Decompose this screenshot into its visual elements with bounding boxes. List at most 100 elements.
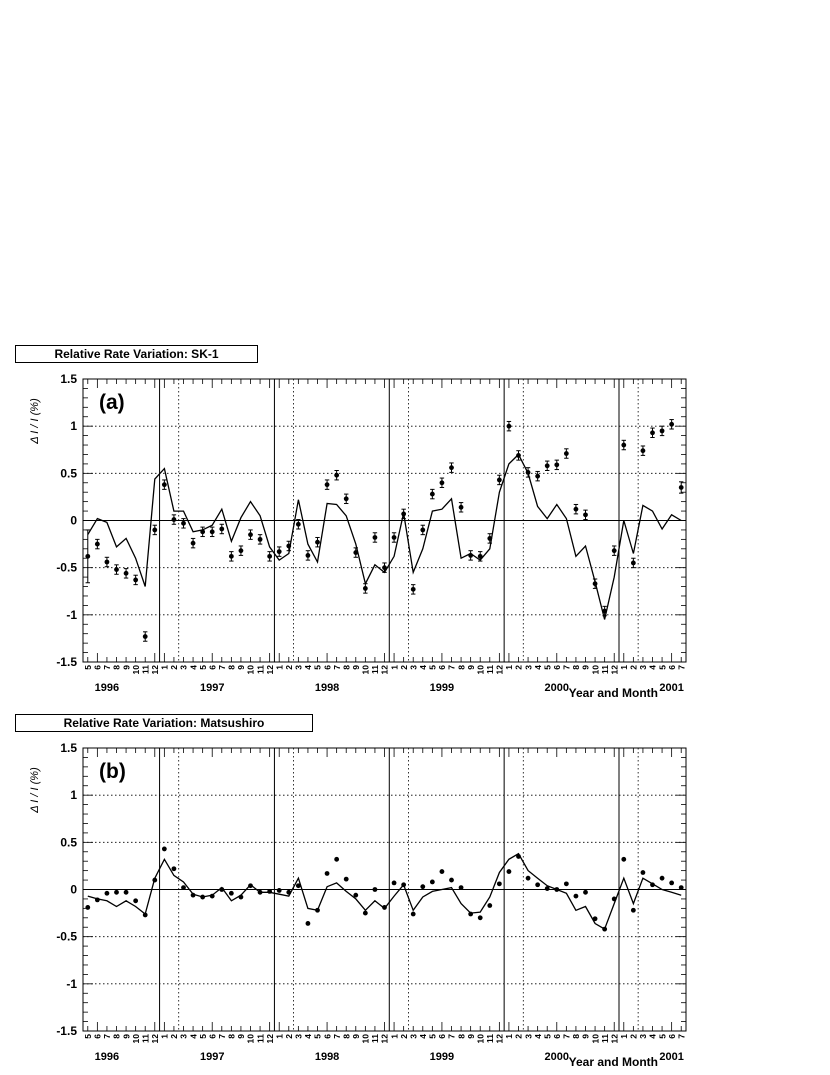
x-month-label: 12 [380, 1034, 390, 1044]
data-point [133, 577, 139, 583]
x-month-label: 6 [667, 665, 677, 670]
x-month-label: 6 [207, 1034, 217, 1039]
x-month-label: 7 [676, 1034, 686, 1039]
x-month-label: 12 [265, 1034, 275, 1044]
x-month-label: 4 [303, 1034, 313, 1039]
data-point [85, 905, 91, 910]
data-point [276, 549, 282, 555]
x-month-label: 1 [389, 665, 399, 670]
data-point [142, 634, 148, 639]
data-point [200, 894, 206, 900]
data-point [104, 559, 110, 565]
data-point [554, 462, 560, 468]
data-point [152, 527, 158, 533]
x-month-label: 1 [274, 1034, 284, 1039]
data-point [85, 553, 91, 559]
x-month-label: 7 [217, 1034, 227, 1039]
x-month-label: 7 [332, 665, 342, 670]
data-point [621, 442, 627, 448]
data-point [544, 886, 550, 891]
data-point [516, 453, 521, 458]
data-point [123, 570, 129, 576]
data-point [525, 469, 531, 475]
y-tick-label: -1 [66, 977, 77, 991]
data-point [468, 553, 474, 558]
panel-label: (a) [99, 391, 125, 414]
panel-a-title-box: Relative Rate Variation: SK-1 [15, 345, 258, 363]
data-point [286, 543, 292, 549]
data-point [257, 889, 263, 895]
data-point [429, 491, 435, 497]
y-tick-label: -1.5 [56, 655, 77, 669]
data-point [94, 541, 100, 547]
x-month-label: 1 [274, 665, 284, 670]
data-point [315, 539, 320, 545]
data-point [678, 885, 684, 891]
data-point [324, 871, 330, 876]
data-point [209, 529, 215, 535]
data-point [563, 451, 569, 456]
data-point [142, 912, 148, 918]
x-month-label: 10 [361, 665, 371, 675]
data-point [659, 875, 665, 881]
data-point [267, 888, 273, 894]
x-month-label: 11 [255, 665, 265, 674]
data-point [583, 512, 588, 518]
y-axis-title: Δ I / I (%) [29, 767, 41, 814]
x-month-label: 10 [131, 1034, 141, 1044]
data-point [181, 520, 186, 526]
data-point [123, 889, 129, 895]
x-year-label: 2001 [659, 1051, 683, 1063]
x-month-label: 6 [667, 1034, 677, 1039]
x-month-label: 11 [600, 665, 610, 674]
data-point [602, 926, 608, 932]
y-tick-label: 1.5 [60, 372, 77, 386]
data-point [209, 893, 215, 899]
data-point [458, 885, 464, 891]
data-point [238, 894, 244, 900]
x-month-label: 11 [255, 1034, 265, 1043]
x-year-label: 1998 [315, 1051, 339, 1063]
data-point [305, 921, 311, 926]
data-point [219, 526, 225, 532]
data-point [248, 883, 253, 889]
x-year-label: 1998 [315, 682, 339, 694]
data-point [391, 535, 397, 540]
data-point [669, 421, 675, 427]
x-month-label: 7 [562, 665, 572, 670]
y-tick-label: 1 [70, 788, 77, 802]
data-point [238, 548, 244, 554]
x-month-label: 6 [552, 665, 562, 670]
panel-a-title: Relative Rate Variation: SK-1 [54, 347, 219, 361]
x-year-label: 2000 [545, 1051, 569, 1063]
data-point [506, 423, 512, 429]
y-axis-title: Δ I / I (%) [29, 398, 41, 445]
y-tick-label: 0 [70, 514, 77, 528]
data-point [228, 890, 234, 896]
y-tick-label: 1.5 [60, 741, 77, 755]
y-tick-label: 0.5 [60, 835, 77, 849]
x-month-label: 12 [495, 665, 505, 675]
data-point [458, 504, 464, 510]
data-point [401, 882, 407, 888]
x-month-label: 4 [188, 665, 198, 670]
model-line [87, 852, 682, 931]
data-point [334, 472, 340, 478]
x-month-label: 12 [609, 1034, 619, 1044]
data-point [372, 535, 378, 540]
data-point [621, 856, 627, 862]
x-month-label: 6 [207, 665, 217, 670]
data-point [133, 898, 139, 904]
x-month-label: 1 [619, 1034, 629, 1039]
x-month-label: 1 [619, 665, 629, 670]
x-month-label: 12 [265, 665, 275, 675]
x-month-label: 10 [246, 1034, 256, 1044]
x-month-label: 9 [351, 665, 361, 670]
data-point [181, 885, 186, 891]
data-point [487, 903, 493, 908]
x-month-label: 2 [169, 665, 179, 670]
y-tick-label: -1 [66, 608, 77, 622]
x-month-label: 9 [351, 1034, 361, 1039]
x-month-label: 4 [418, 665, 428, 670]
